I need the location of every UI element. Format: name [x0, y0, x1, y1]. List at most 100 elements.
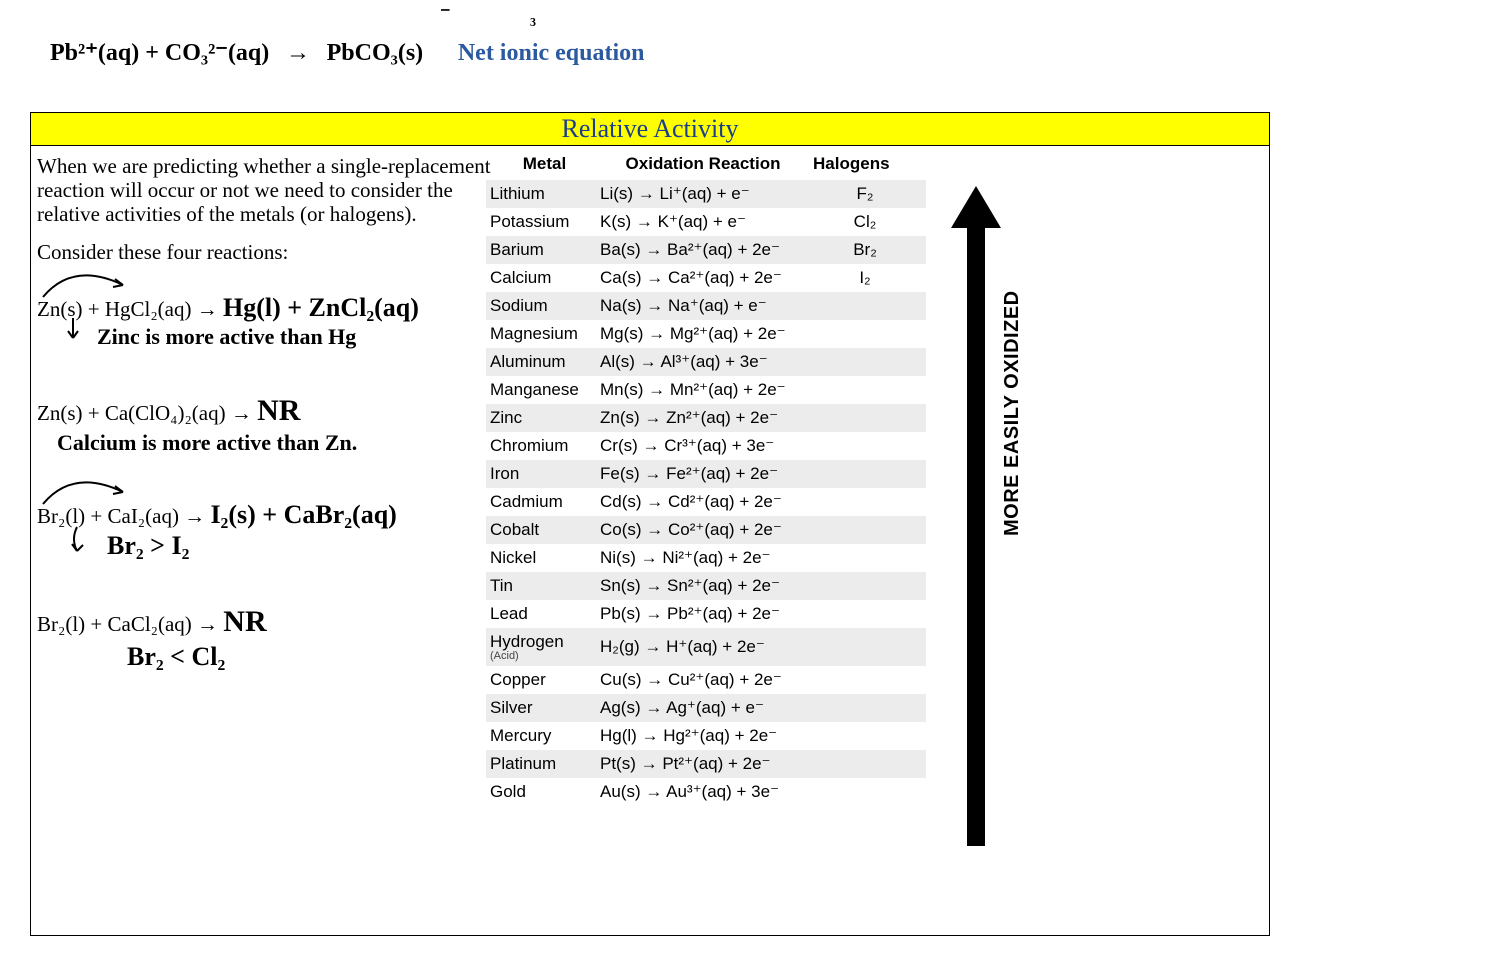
hdr-hal: Halogens — [807, 154, 922, 174]
cell-reaction: Na(s) → Na⁺(aq) + e⁻ — [600, 296, 810, 316]
rxn4-printed: Br₂(l) + CaCl₂(aq) → — [37, 612, 218, 636]
cell-reaction: Ba(s) → Ba²⁺(aq) + 2e⁻ — [600, 240, 810, 260]
table-row: PotassiumK(s) → K⁺(aq) + e⁻Cl₂ — [486, 208, 926, 236]
cell-metal: Calcium — [490, 268, 600, 288]
banner-title: Relative Activity — [562, 114, 739, 144]
cropped-handwriting: ⁻ ₃ — [30, 0, 1460, 30]
cell-metal: Lithium — [490, 184, 600, 204]
cell-metal: Potassium — [490, 212, 600, 232]
reaction-2: Zn(s) + Ca(ClO₄)₂(aq) → NR Calcium is mo… — [37, 394, 492, 456]
intro-p1: When we are predicting whether a single-… — [37, 154, 492, 226]
cell-metal: Silver — [490, 698, 600, 718]
cell-halogen: Br₂ — [810, 240, 920, 260]
rxn2-hand: NR — [257, 394, 300, 427]
table-row: LithiumLi(s) → Li⁺(aq) + e⁻F₂ — [486, 180, 926, 208]
table-row: LeadPb(s) → Pb²⁺(aq) + 2e⁻ — [486, 600, 926, 628]
cell-metal: Mercury — [490, 726, 600, 746]
cell-halogen: F₂ — [810, 184, 920, 204]
cell-reaction: Au(s) → Au³⁺(aq) + 3e⁻ — [600, 782, 810, 802]
cell-metal: Gold — [490, 782, 600, 802]
cell-reaction: Fe(s) → Fe²⁺(aq) + 2e⁻ — [600, 464, 810, 484]
cell-metal: Aluminum — [490, 352, 600, 372]
cell-metal: Platinum — [490, 754, 600, 774]
cell-reaction: Sn(s) → Sn²⁺(aq) + 2e⁻ — [600, 576, 810, 596]
cell-metal: Sodium — [490, 296, 600, 316]
rxn4-hand: NR — [223, 605, 266, 638]
table-row: CalciumCa(s) → Ca²⁺(aq) + 2e⁻I₂ — [486, 264, 926, 292]
cell-reaction: K(s) → K⁺(aq) + e⁻ — [600, 212, 810, 232]
cell-reaction: Pb(s) → Pb²⁺(aq) + 2e⁻ — [600, 604, 810, 624]
section-body: When we are predicting whether a single-… — [30, 146, 1270, 936]
cell-reaction: Cu(s) → Cu²⁺(aq) + 2e⁻ — [600, 670, 810, 690]
table-row: AluminumAl(s) → Al³⁺(aq) + 3e⁻ — [486, 348, 926, 376]
activity-table: Metal Oxidation Reaction Halogens Lithiu… — [486, 146, 926, 806]
eq-lhs: Pb²⁺(aq) + CO₃²⁻(aq) — [50, 40, 269, 66]
table-row: GoldAu(s) → Au³⁺(aq) + 3e⁻ — [486, 778, 926, 806]
cell-metal: Nickel — [490, 548, 600, 568]
table-row: CopperCu(s) → Cu²⁺(aq) + 2e⁻ — [486, 666, 926, 694]
table-row: NickelNi(s) → Ni²⁺(aq) + 2e⁻ — [486, 544, 926, 572]
cell-reaction: Cr(s) → Cr³⁺(aq) + 3e⁻ — [600, 436, 810, 456]
table-row: SilverAg(s) → Ag⁺(aq) + e⁻ — [486, 694, 926, 722]
cell-reaction: H₂(g) → H⁺(aq) + 2e⁻ — [600, 637, 810, 657]
reaction-3: Br₂(l) + CaI₂(aq) → I₂(s) + CaBr₂(aq) Br… — [37, 500, 492, 562]
cell-metal: Lead — [490, 604, 600, 624]
rxn3-hand: I₂(s) + CaBr₂(aq) — [210, 500, 396, 529]
hdr-metal: Metal — [490, 154, 599, 174]
table-row: SodiumNa(s) → Na⁺(aq) + e⁻ — [486, 292, 926, 320]
cell-metal: Cobalt — [490, 520, 600, 540]
intro-p2: Consider these four reactions: — [37, 240, 492, 264]
eq-arrow: → — [286, 40, 310, 66]
cell-reaction: Co(s) → Co²⁺(aq) + 2e⁻ — [600, 520, 810, 540]
cell-reaction: Cd(s) → Cd²⁺(aq) + 2e⁻ — [600, 492, 810, 512]
cell-reaction: Mn(s) → Mn²⁺(aq) + 2e⁻ — [600, 380, 810, 400]
cell-metal: Hydrogen(Acid) — [490, 632, 600, 662]
cell-reaction: Pt(s) → Pt²⁺(aq) + 2e⁻ — [600, 754, 810, 774]
rxn1-hand: Hg(l) + ZnCl₂(aq) — [223, 293, 419, 322]
svg-text:⁻: ⁻ — [440, 3, 451, 25]
section-banner: Relative Activity — [30, 112, 1270, 146]
hdr-rxn: Oxidation Reaction — [599, 154, 807, 174]
cell-metal: Magnesium — [490, 324, 600, 344]
cell-metal: Barium — [490, 240, 600, 260]
table-row: MagnesiumMg(s) → Mg²⁺(aq) + 2e⁻ — [486, 320, 926, 348]
table-row: CobaltCo(s) → Co²⁺(aq) + 2e⁻ — [486, 516, 926, 544]
table-row: TinSn(s) → Sn²⁺(aq) + 2e⁻ — [486, 572, 926, 600]
cell-reaction: Ca(s) → Ca²⁺(aq) + 2e⁻ — [600, 268, 810, 288]
table-row: ManganeseMn(s) → Mn²⁺(aq) + 2e⁻ — [486, 376, 926, 404]
cell-metal: Chromium — [490, 436, 600, 456]
rxn3-printed: Br₂(l) + CaI₂(aq) → — [37, 504, 205, 528]
table-body: LithiumLi(s) → Li⁺(aq) + e⁻F₂PotassiumK(… — [486, 180, 926, 806]
arrow-label: MORE EASILY OXIDIZED — [1001, 290, 1024, 536]
page: { "top_handwriting":{ "equation_lhs":"Pb… — [0, 0, 1497, 960]
cell-halogen: I₂ — [810, 268, 920, 288]
cell-metal: Iron — [490, 464, 600, 484]
table-row: CadmiumCd(s) → Cd²⁺(aq) + 2e⁻ — [486, 488, 926, 516]
reaction-1: Zn(s) + HgCl₂(aq) → Hg(l) + ZnCl₂(aq) Zi… — [37, 293, 492, 350]
rxn2-note: Calcium is more active than Zn. — [57, 430, 492, 455]
eq-rhs: PbCO₃(s) — [327, 40, 424, 66]
cell-metal: Tin — [490, 576, 600, 596]
cell-reaction: Mg(s) → Mg²⁺(aq) + 2e⁻ — [600, 324, 810, 344]
table-row: BariumBa(s) → Ba²⁺(aq) + 2e⁻Br₂ — [486, 236, 926, 264]
cell-reaction: Ag(s) → Ag⁺(aq) + e⁻ — [600, 698, 810, 718]
cell-reaction: Zn(s) → Zn²⁺(aq) + 2e⁻ — [600, 408, 810, 428]
cell-reaction: Al(s) → Al³⁺(aq) + 3e⁻ — [600, 352, 810, 372]
net-ionic-equation: Pb²⁺(aq) + CO₃²⁻(aq) → PbCO₃(s) Net ioni… — [50, 38, 645, 67]
rxn4-note: Br₂ < Cl₂ — [127, 642, 492, 672]
cell-metal: Manganese — [490, 380, 600, 400]
table-row: ChromiumCr(s) → Cr³⁺(aq) + 3e⁻ — [486, 432, 926, 460]
rxn1-note: Zinc is more active than Hg — [97, 324, 492, 349]
cell-halogen: Cl₂ — [810, 212, 920, 232]
rxn3-note: Br₂ > I₂ — [107, 531, 492, 561]
table-row: ZincZn(s) → Zn²⁺(aq) + 2e⁻ — [486, 404, 926, 432]
cell-reaction: Ni(s) → Ni²⁺(aq) + 2e⁻ — [600, 548, 810, 568]
table-row: Hydrogen(Acid)H₂(g) → H⁺(aq) + 2e⁻ — [486, 628, 926, 666]
svg-text:₃: ₃ — [530, 5, 536, 27]
table-row: IronFe(s) → Fe²⁺(aq) + 2e⁻ — [486, 460, 926, 488]
table-row: MercuryHg(l) → Hg²⁺(aq) + 2e⁻ — [486, 722, 926, 750]
left-column: When we are predicting whether a single-… — [31, 146, 498, 722]
cell-reaction: Hg(l) → Hg²⁺(aq) + 2e⁻ — [600, 726, 810, 746]
oxidation-arrow: MORE EASILY OXIDIZED — [931, 186, 1031, 866]
cell-reaction: Li(s) → Li⁺(aq) + e⁻ — [600, 184, 810, 204]
